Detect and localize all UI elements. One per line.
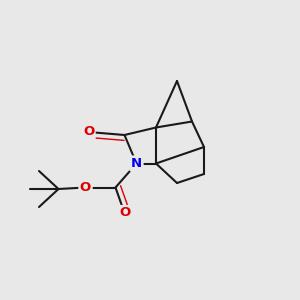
Text: O: O bbox=[119, 206, 130, 220]
Text: O: O bbox=[80, 181, 91, 194]
Text: O: O bbox=[83, 125, 94, 139]
Text: N: N bbox=[131, 157, 142, 170]
